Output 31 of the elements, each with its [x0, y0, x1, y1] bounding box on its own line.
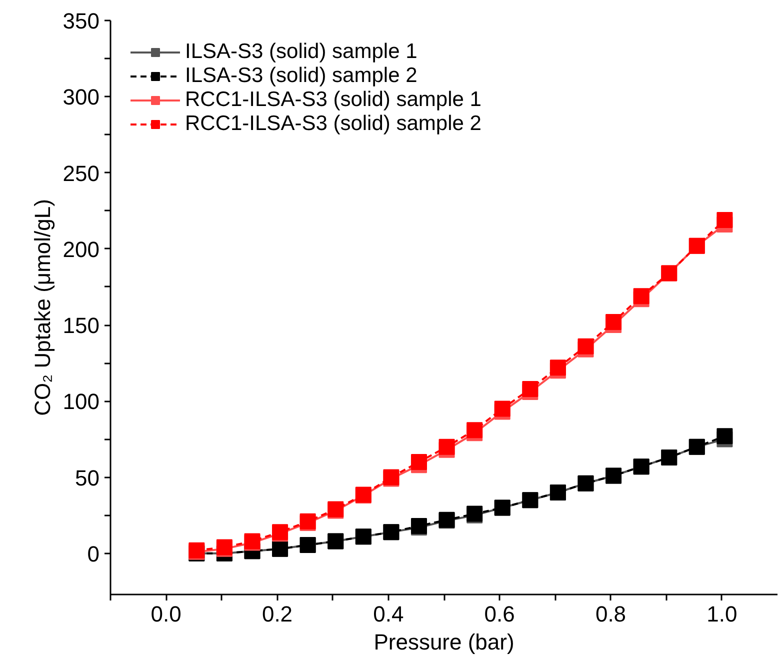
y-tick-label: 250	[62, 160, 100, 186]
x-tick-label: 0.2	[262, 602, 293, 626]
y-tick-label: 200	[62, 236, 100, 262]
point	[716, 212, 733, 228]
y-tick-label: 350	[62, 8, 100, 34]
point	[578, 338, 594, 354]
x-tick-label: 0.8	[595, 602, 626, 626]
legend-label: RCC1-ILSA-S3 (solid) sample 1	[185, 88, 482, 112]
point	[716, 428, 733, 444]
point	[633, 288, 650, 304]
x-tick-label: 0.4	[373, 602, 404, 626]
x-axis-title: Pressure (bar)	[374, 630, 514, 654]
y-tick-label: 150	[62, 313, 100, 338]
y-tick-label: 100	[62, 389, 100, 414]
point	[438, 438, 455, 455]
point	[494, 400, 510, 417]
point	[606, 314, 622, 330]
point	[466, 422, 483, 438]
y-tick-label: 300	[62, 84, 100, 110]
point	[522, 380, 538, 397]
y-tick-label: 50	[75, 465, 100, 490]
x-tick-label: 1.0	[706, 602, 738, 626]
point	[410, 454, 427, 470]
y-tick-label: 0	[87, 541, 100, 566]
legend-label: ILSA-S3 (solid) sample 1	[185, 40, 418, 64]
legend-label: ILSA-S3 (solid) sample 2	[185, 64, 418, 88]
x-tick-label: 0.6	[484, 602, 515, 626]
x-tick-label: 0.0	[150, 602, 182, 626]
legend-label: RCC1-ILSA-S3 (solid) sample 2	[185, 112, 482, 136]
point	[550, 360, 566, 376]
y-axis-title: CO₂ Uptake (μmol/gL)	[30, 199, 55, 416]
